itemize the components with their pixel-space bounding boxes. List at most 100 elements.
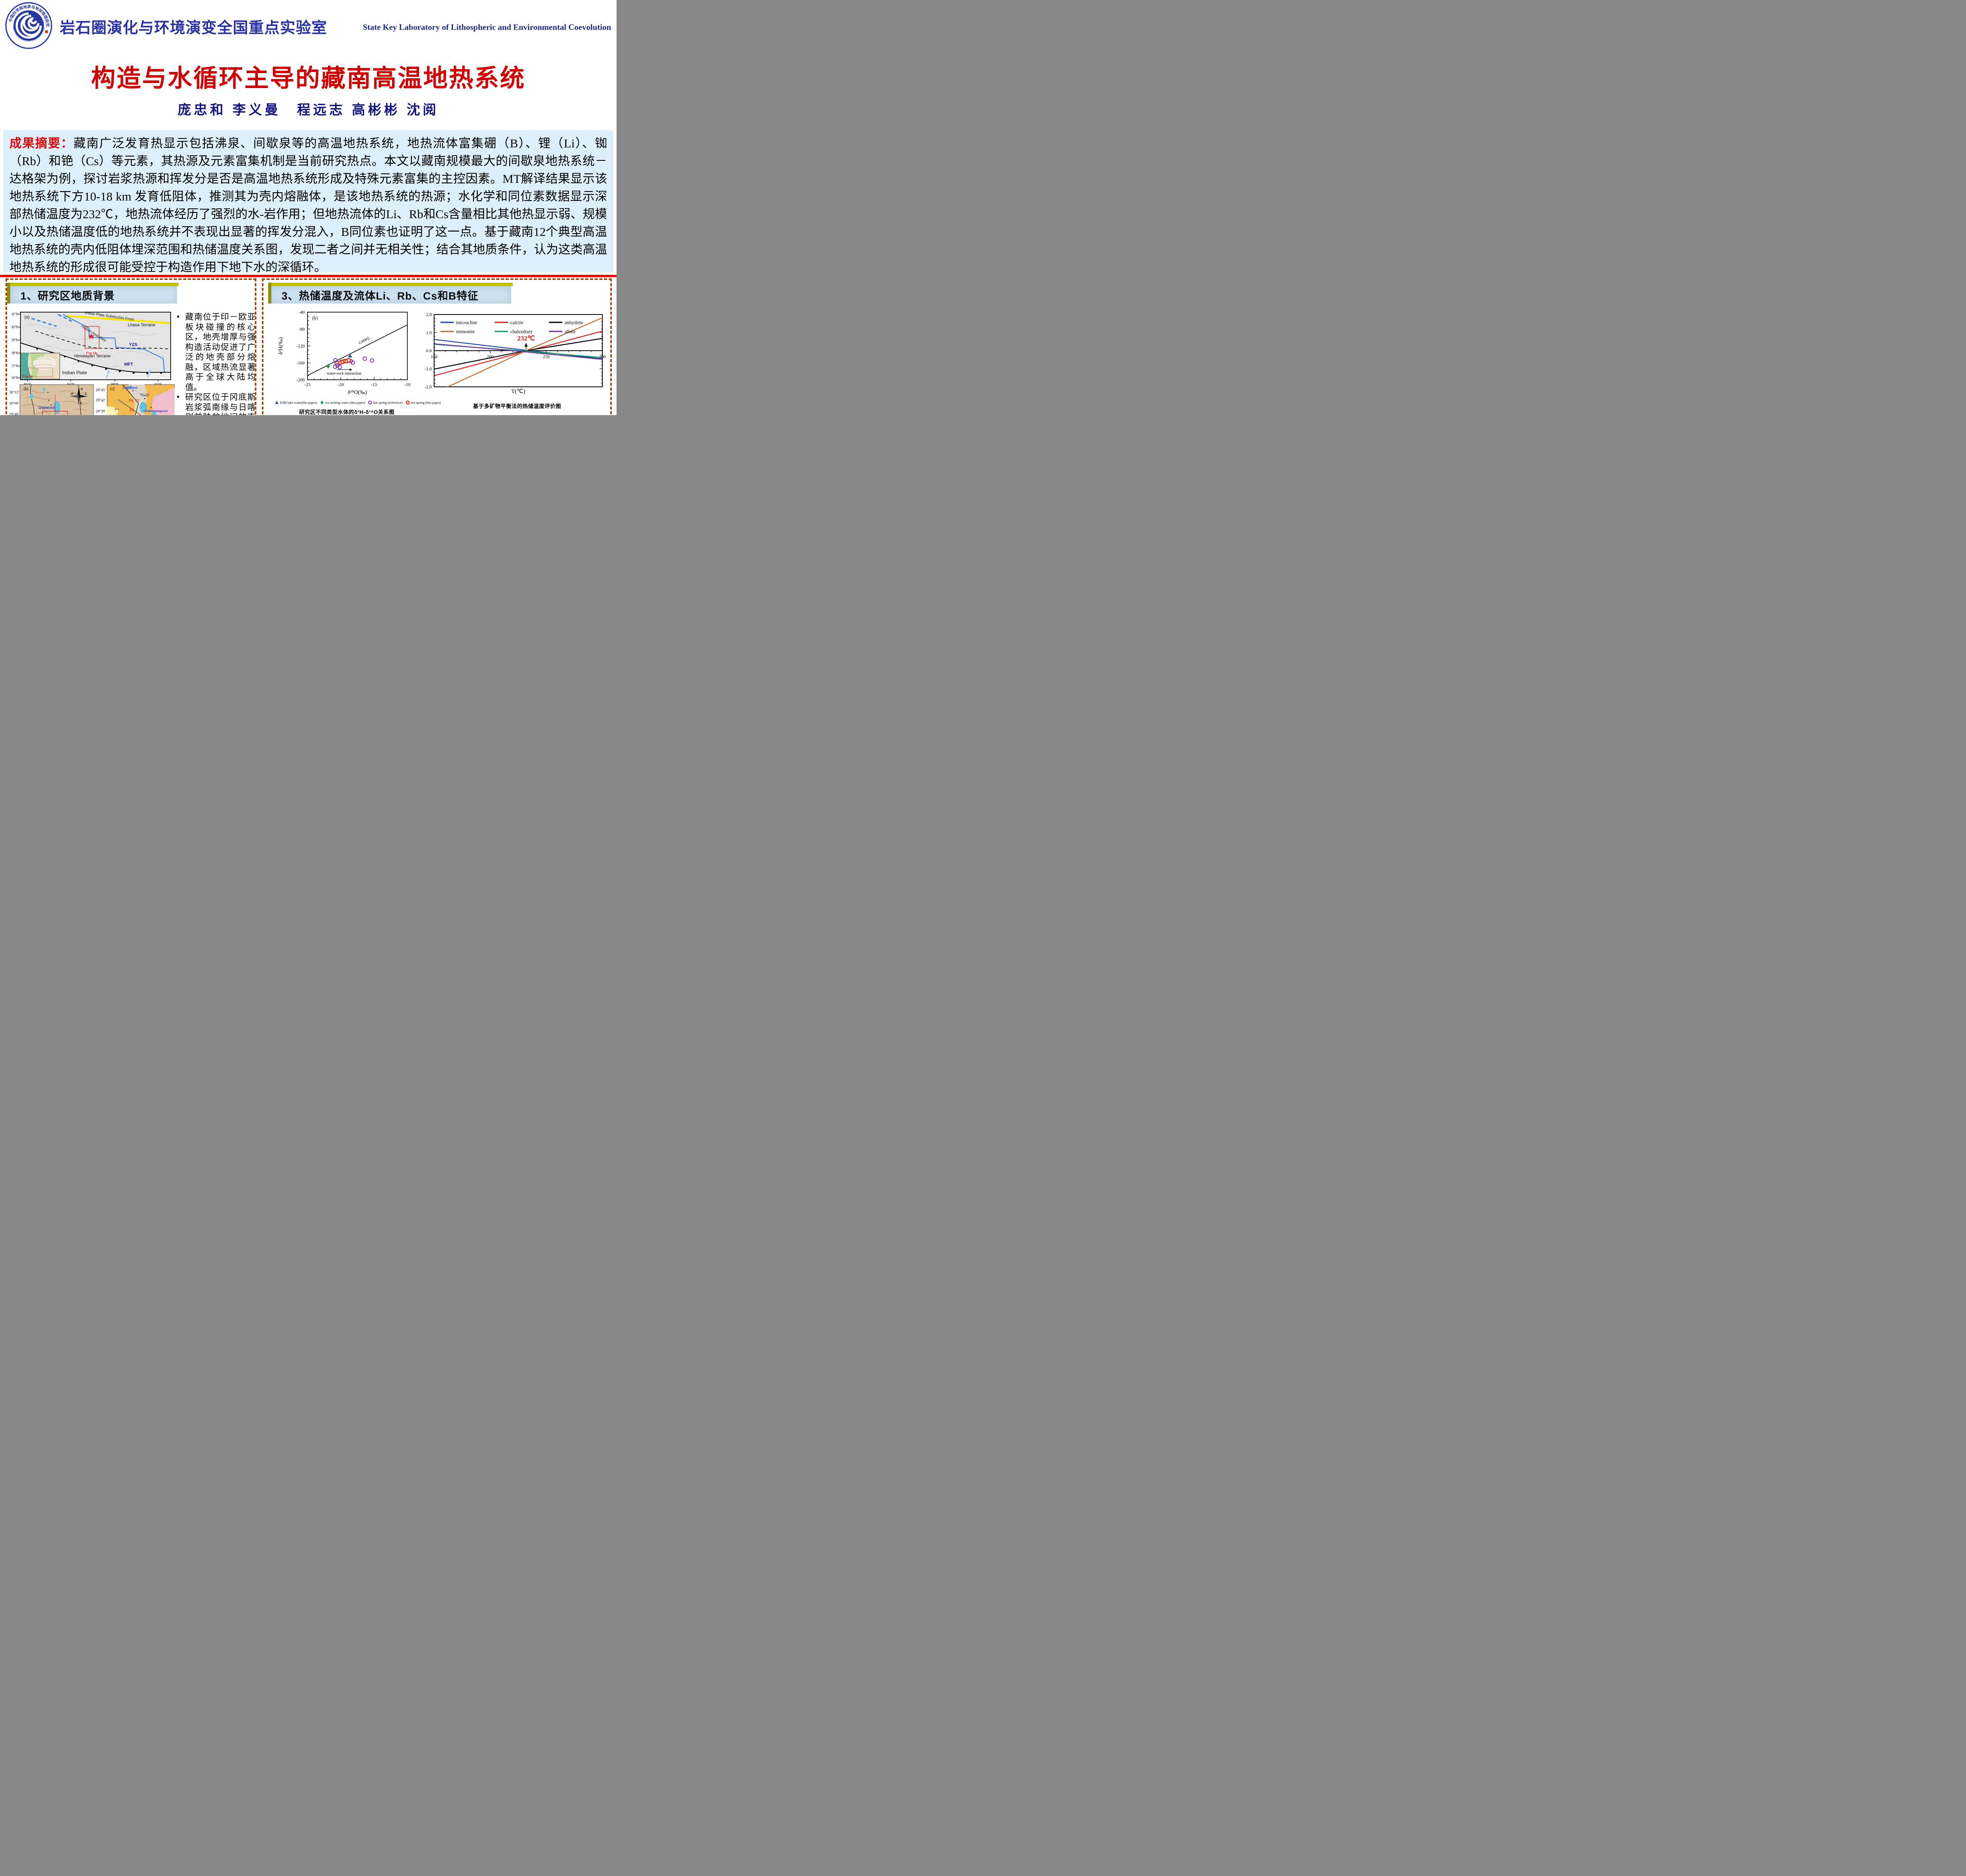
svg-text:31°N: 31°N: [12, 312, 18, 316]
svg-text:microcline: microcline: [456, 320, 477, 326]
abstract-block: 成果摘要：藏南广泛发育热显示包括沸泉、间歇泉等的高温地热系统，地热流体富集硼（B…: [3, 130, 613, 274]
svg-text:calcite: calcite: [510, 320, 523, 326]
svg-text:150: 150: [431, 355, 438, 359]
svg-text:30°N: 30°N: [12, 325, 18, 329]
svg-text:-10: -10: [404, 383, 411, 387]
section3-panel: 3、热储温度及流体Li、Rb、Cs和B特征 -200 -160 -120 -80 -40…: [262, 278, 612, 415]
map-a-ticks: [19, 314, 158, 381]
legend-item: hot spring (this paper): [405, 400, 441, 405]
lab-name-en: State Key Laboratory of Lithospheric and…: [363, 22, 611, 32]
svg-text:29°N: 29°N: [12, 338, 18, 342]
fault-labels: F6 F7 F4 F5 F2: [115, 399, 140, 415]
map-c-well-label: TG22: [140, 393, 149, 397]
lake: [30, 394, 33, 399]
svg-text:26°N: 26°N: [12, 376, 18, 380]
map-a-panel-label: (a): [24, 315, 29, 320]
svg-text:28°N: 28°N: [12, 351, 18, 355]
helium-boundary-line: [63, 314, 165, 372]
lake: [54, 401, 60, 414]
poster-page: 中国科学院地质与地球物理研究所 INSTITUTE OF GEOLOGY AND…: [0, 0, 617, 415]
spiral-icon: [15, 12, 42, 39]
svg-text:0.0: 0.0: [426, 349, 432, 353]
relief-texture: [21, 389, 88, 414]
bullet-item: 藏南位于印－欧亚板块碰撞的核心区，地壳增厚与强构造活动促进了广泛的地壳部分熔融，…: [176, 312, 255, 392]
svg-text:F4: F4: [115, 407, 119, 411]
svg-text:-80: -80: [299, 327, 305, 332]
map-b-place-label: Dajiacuo: [39, 406, 55, 410]
inset-map-fig1a: Fig.1a: [21, 353, 60, 379]
map-a-regional: Indian Plate Subduction Front Helium bou…: [12, 311, 171, 386]
fig1a-label: Fig.1a: [22, 374, 33, 378]
svg-text:27°N: 27°N: [12, 364, 18, 368]
map-b-topographic: N E S W (b) Dajiacuo: [20, 384, 94, 415]
yzs-suture-line: [35, 331, 171, 349]
lake: [129, 386, 133, 389]
svg-text:S: S: [80, 402, 82, 405]
dashed-boundary-line2: [58, 314, 73, 322]
map-b-panel-label: (b): [24, 387, 28, 391]
svg-text:-20: -20: [338, 383, 344, 387]
sample-dots: [132, 390, 152, 408]
author-list: 庞忠和 李义曼 程远志 高彬彬 沈阅: [177, 103, 439, 118]
svg-text:anhydrite: anhydrite: [565, 320, 584, 326]
yzs-label: YZS: [129, 342, 137, 347]
lake: [43, 388, 45, 392]
star-icon: [88, 333, 95, 339]
mineral-equilibrium-figure: 2.0 1.0 0.0 -1.0 -2.0 150 200 250 300 microcline c…: [422, 309, 610, 410]
section1-bullets: 藏南位于印－欧亚板块碰撞的核心区，地壳增厚与强构造活动促进了广泛的地壳部分熔融，…: [176, 312, 255, 415]
section1-title-banner: 1、研究区地质背景: [7, 283, 179, 303]
svg-text:δ²H(‰): δ²H(‰): [278, 337, 284, 355]
fig1b-label: Fig.1b: [86, 351, 97, 355]
lake: [140, 402, 147, 413]
abstract-label: 成果摘要：: [9, 136, 74, 150]
map-c-panel-label: (c): [110, 387, 115, 391]
section1-panel: 1、研究区地质背景 Indian Plate Subduction Front …: [6, 278, 256, 415]
mft-label: MFT: [124, 362, 133, 367]
svg-text:F2: F2: [122, 414, 126, 415]
svg-text:-40: -40: [299, 310, 305, 315]
sample-dots: [47, 392, 52, 406]
svg-text:2.0: 2.0: [426, 313, 432, 317]
svg-text:chalcedony: chalcedony: [510, 329, 533, 335]
legend-item: hot spring (reference): [368, 400, 403, 405]
abstract-text: 藏南广泛发育热显示包括沸泉、间歇泉等的高温地热系统，地热流体富集硼（B）、锂（L…: [9, 136, 607, 274]
svg-text:F6: F6: [129, 399, 133, 403]
svg-text:water-rock interaction: water-rock interaction: [327, 372, 361, 376]
diamond-icon: [320, 400, 324, 405]
bullet-item: 研究区位于冈底斯岩浆弧南缘与日喀则前陆盆地间的南北向断陷盆地，平: [176, 392, 255, 415]
scatter-legend: DJM lake water(this paper) ice melting wa…: [274, 400, 441, 405]
map-c-place-top: Dajiacuo: [123, 386, 138, 390]
lab-name-cn: 岩石圈演化与环境演变全国重点实验室: [60, 20, 328, 37]
circle-dot-icon: [405, 400, 410, 405]
mft-thrust-line: [20, 342, 171, 373]
red-divider-line: [0, 275, 617, 277]
profile-rect: [42, 411, 68, 415]
indian-plate-label: Indian Plate: [62, 370, 87, 375]
poster-title: 构造与水循环主导的藏南高温地热系统: [91, 65, 526, 92]
seal-mark: [45, 30, 48, 33]
svg-text:δ¹⁸O(‰): δ¹⁸O(‰): [348, 390, 367, 395]
svg-text:300: 300: [599, 355, 606, 359]
svg-text:1.0: 1.0: [426, 331, 432, 335]
svg-text:-120: -120: [296, 344, 305, 349]
subduction-front-line: [66, 315, 170, 324]
isotope-scatter-chart: -200 -160 -120 -80 -40 -25 -20 -15 -10 δ¹⁸O(‰) δ²H…: [278, 310, 411, 395]
svg-text:-25: -25: [304, 383, 311, 387]
compass-icon: N E S W: [70, 388, 87, 405]
section3-title-banner: 3、热储温度及流体Li、Rb、Cs和B特征: [268, 283, 513, 303]
dashed-boundary-line: [31, 318, 57, 327]
svg-text:E: E: [85, 393, 87, 395]
svg-text:-2.0: -2.0: [425, 385, 432, 390]
svg-text:F5: F5: [130, 408, 134, 412]
lake: [152, 411, 156, 415]
svg-text:(b): (b): [312, 315, 318, 321]
section1-title: 1、研究区地质背景: [20, 290, 115, 302]
svg-text:-160: -160: [296, 361, 305, 366]
svg-text:232℃: 232℃: [517, 335, 535, 342]
svg-text:-1.0: -1.0: [425, 367, 432, 372]
scatter-caption: 研究区不同类型水体的δ²H-δ¹⁸O关系图: [299, 409, 395, 415]
svg-text:T(℃): T(℃): [511, 388, 525, 395]
map-c-place-bottom: Dajiamangcuo: [145, 409, 168, 413]
plate-motion-arrows: [105, 368, 151, 379]
